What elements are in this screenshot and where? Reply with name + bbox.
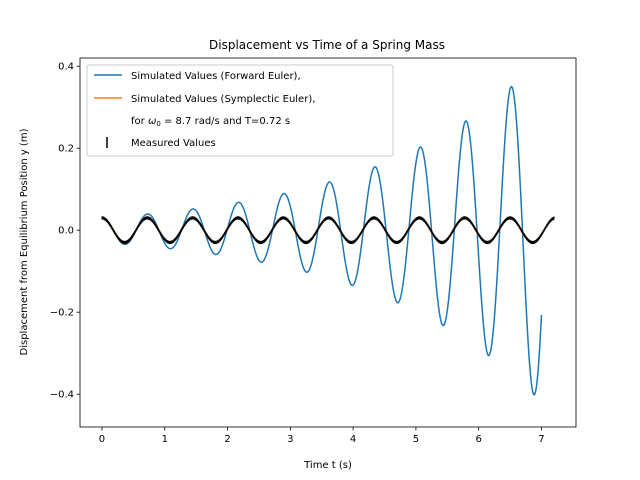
y-tick-label: −0.2	[50, 308, 74, 319]
plot-area	[101, 85, 555, 396]
chart-title: Displacement vs Time of a Spring Mass	[209, 38, 445, 52]
legend-note-subscript: 0	[156, 120, 160, 128]
y-tick-label: 0.0	[58, 226, 74, 237]
x-tick-label: 1	[162, 434, 168, 445]
y-axis-label: Displacement from Equilibrium Position y…	[19, 128, 30, 355]
legend-label-forward-euler: Simulated Values (Forward Euler),	[131, 71, 301, 82]
x-tick-label: 3	[287, 434, 293, 445]
x-tick-label: 6	[475, 434, 481, 445]
axes-frame	[79, 57, 577, 428]
legend-note-omega: ω	[148, 116, 156, 127]
legend-box	[86, 64, 394, 157]
legend-note-prefix: for	[131, 116, 148, 127]
series-layer	[101, 85, 555, 396]
series-forward-euler	[101, 85, 543, 396]
x-tick-label: 2	[224, 434, 230, 445]
legend-label-measured: Measured Values	[131, 138, 216, 149]
x-tick-label: 4	[350, 434, 356, 445]
x-tick-label: 0	[99, 434, 105, 445]
x-axis-label: Time t (s)	[303, 460, 352, 471]
y-tick-label: 0.2	[58, 144, 74, 155]
y-tick-label: 0.4	[58, 62, 74, 73]
legend-parameter-note: for ω0 = 8.7 rad/s and T=0.72 s	[131, 116, 290, 128]
x-axis-ticks: 0 1 2 3 4 5 6 7	[99, 427, 545, 445]
series-measured	[101, 216, 555, 245]
legend-note-suffix: = 8.7 rad/s and T=0.72 s	[161, 116, 290, 127]
legend-label-symplectic-euler: Simulated Values (Symplectic Euler),	[131, 94, 315, 105]
x-tick-label: 7	[538, 434, 544, 445]
legend: Simulated Values (Forward Euler), Simula…	[86, 64, 394, 157]
y-axis-ticks: −0.4 −0.2 0.0 0.2 0.4	[50, 62, 80, 401]
x-tick-label: 5	[413, 434, 419, 445]
y-tick-label: −0.4	[50, 390, 74, 401]
